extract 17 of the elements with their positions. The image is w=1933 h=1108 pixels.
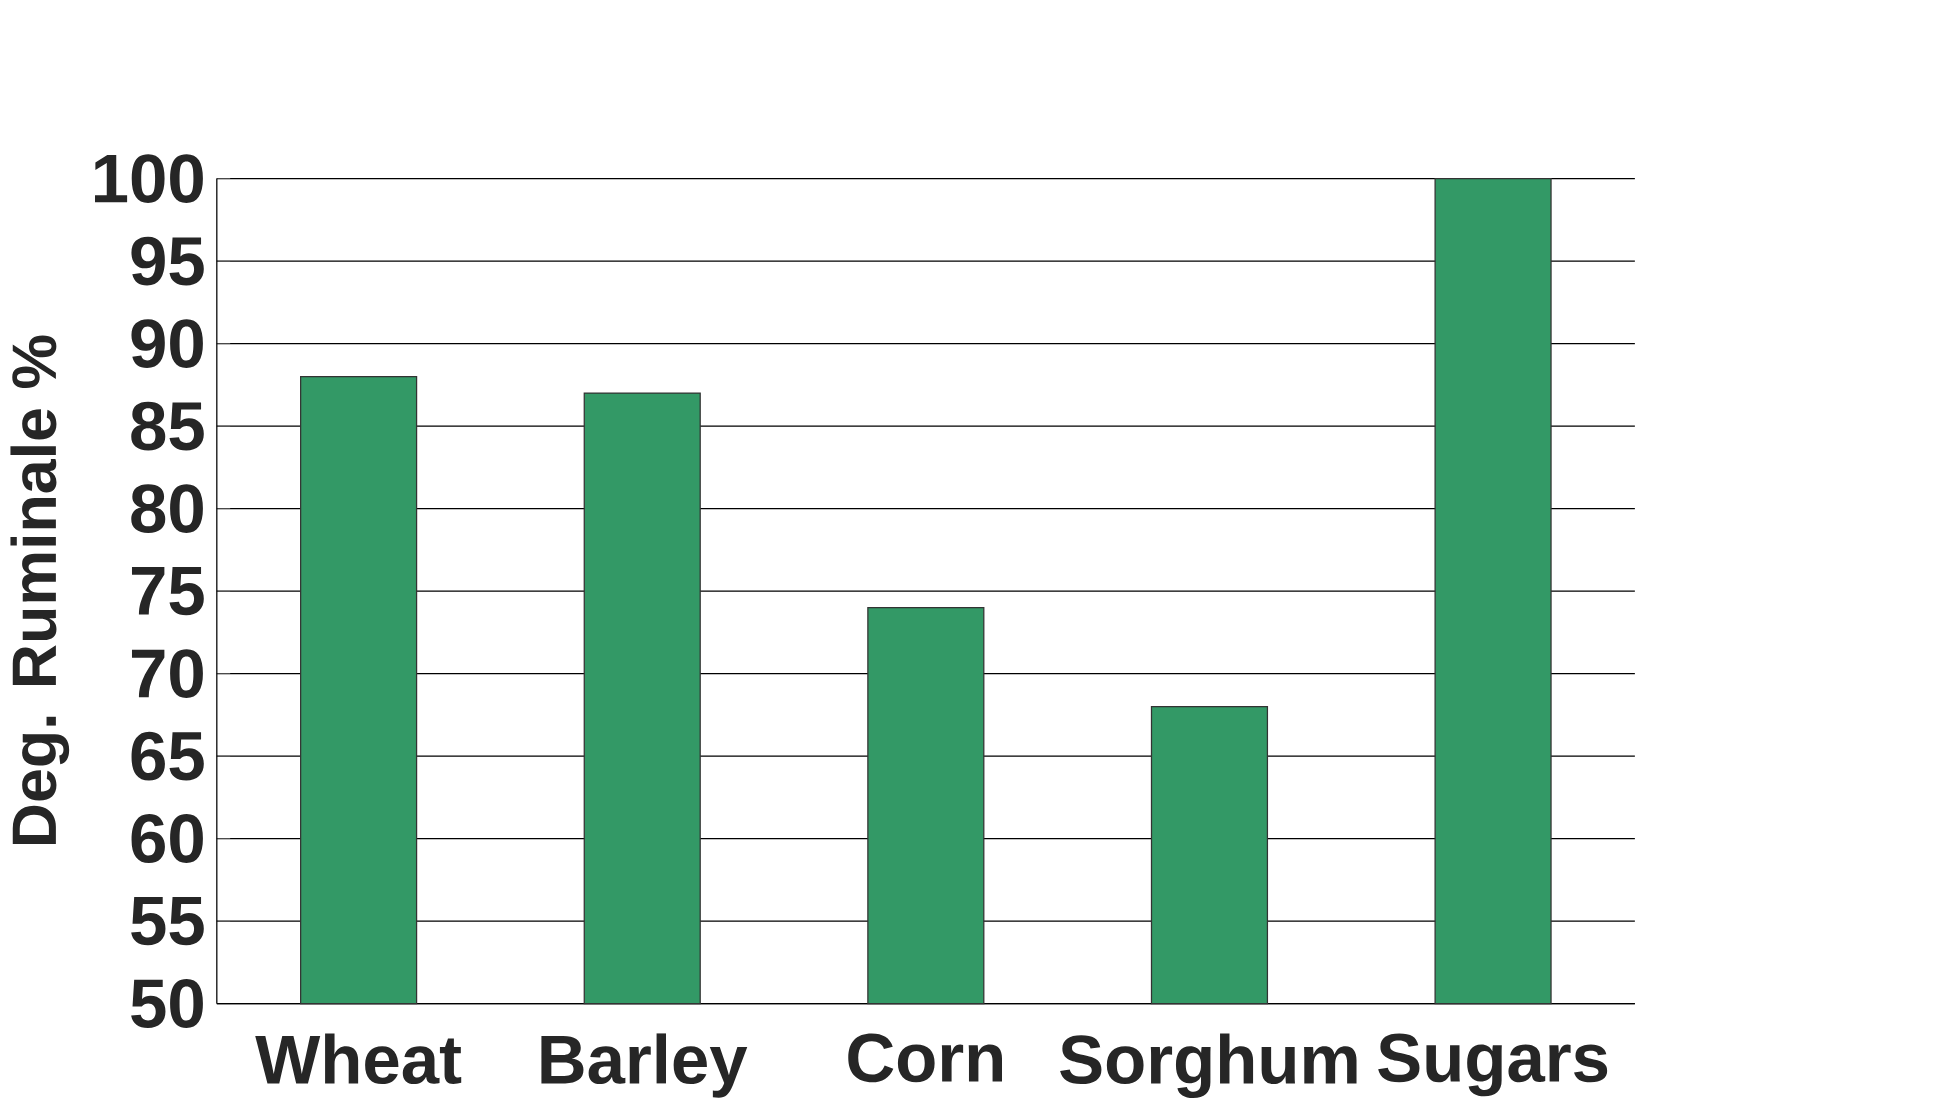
y-tick-label: 85 [131,401,204,451]
y-tick-label: 60 [131,813,203,863]
x-tick-label: Corn [848,1033,1002,1083]
x-tick-label: Sugars [1378,1033,1608,1096]
y-tick-label: 75 [131,566,204,615]
y-axis-title: Deg. Ruminale % [10,335,70,844]
y-tick-label: 65 [131,731,204,781]
y-tick-label: 90 [131,318,203,368]
x-tick-label: Barley [541,1033,748,1098]
y-tick-label: 70 [131,648,203,698]
x-tick-label: Sorghum [1060,1033,1357,1098]
y-tick-label: 100 [95,153,203,203]
y-tick-label: 50 [131,978,203,1028]
x-tick-label: Wheat [255,1033,462,1084]
y-tick-label: 80 [131,483,203,533]
y-tick-label: 95 [131,236,204,286]
y-tick-label: 55 [131,896,204,945]
